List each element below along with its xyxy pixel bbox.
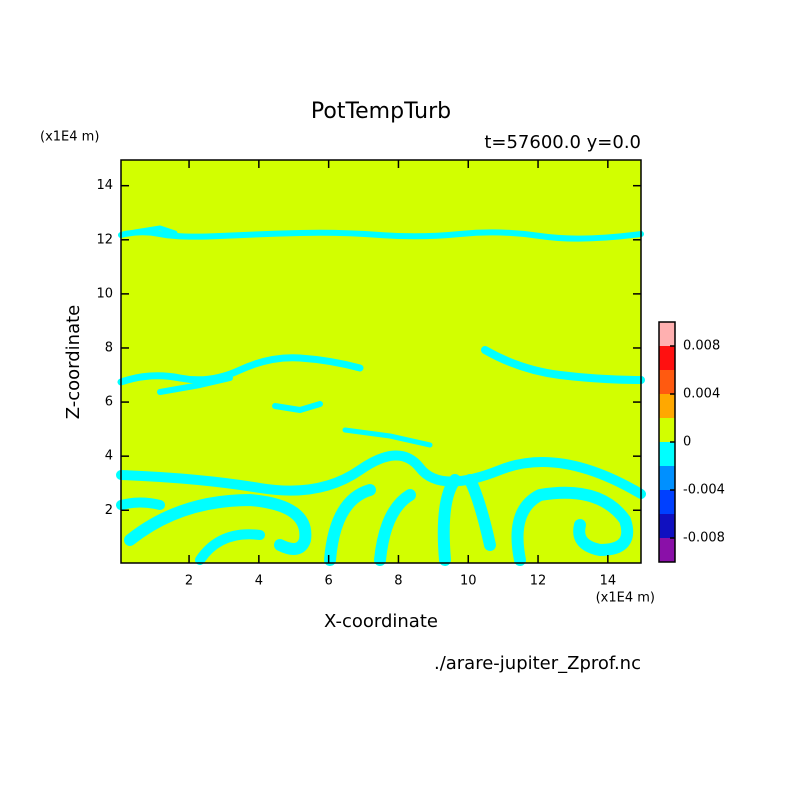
colorbar-box <box>659 322 675 346</box>
cyan-blob <box>117 354 364 386</box>
cyan-swirl <box>116 497 165 510</box>
y-tick-label: 8 <box>105 340 113 355</box>
colorbar-box <box>659 346 675 370</box>
y-tick-label: 12 <box>96 232 113 247</box>
x-axis-label: X-coordinate <box>324 611 438 632</box>
plot-frame <box>120 159 642 564</box>
source-file: ./arare-jupiter_Zprof.nc <box>434 653 641 674</box>
colorbar-tick-label: 0 <box>683 435 691 450</box>
cyan-blob <box>157 375 233 395</box>
colorbar-box <box>659 514 675 538</box>
colorbar-box <box>659 538 675 562</box>
colorbar-box <box>659 466 675 490</box>
x-unit: (x1E4 m) <box>596 591 655 606</box>
cyan-swirl <box>324 474 496 566</box>
colorbar-tick-label: -0.004 <box>683 483 725 498</box>
y-tick-label: 14 <box>96 178 113 193</box>
x-tick-label: 8 <box>394 574 402 589</box>
contour-field <box>116 160 646 566</box>
chart-title: PotTempTurb <box>311 99 451 124</box>
colorbar-box <box>659 370 675 394</box>
x-tick-label: 6 <box>325 574 333 589</box>
y-tick-label: 2 <box>105 503 113 518</box>
colorbar-tick-label: 0.008 <box>683 339 720 354</box>
y-axis-label: Z-coordinate <box>63 305 84 420</box>
colorbar-tick-label: 0.004 <box>683 387 720 402</box>
cyan-blob <box>481 346 645 384</box>
chart-subtitle: t=57600.0 y=0.0 <box>484 132 641 153</box>
x-tick-label: 12 <box>530 574 547 589</box>
colorbar-box <box>659 418 675 442</box>
x-tick-label: 14 <box>600 574 617 589</box>
x-tick-label: 10 <box>460 574 477 589</box>
cyan-blob <box>342 427 433 448</box>
x-tick-label: 2 <box>185 574 193 589</box>
negative-regions <box>116 225 646 566</box>
y-tick-label: 4 <box>105 449 113 464</box>
y-tick-label: 10 <box>96 286 113 301</box>
cyan-swirl <box>511 486 634 566</box>
y-unit: (x1E4 m) <box>40 130 99 145</box>
cyan-swirl <box>124 494 312 555</box>
cyan-blob <box>272 401 323 413</box>
colorbar-box <box>659 490 675 514</box>
y-tick-label: 6 <box>105 395 113 410</box>
colorbar-box <box>659 394 675 418</box>
cyan-swirl <box>195 529 265 565</box>
cyan-swirl <box>116 450 646 499</box>
x-tick-label: 4 <box>255 574 263 589</box>
colorbar-tick-label: -0.008 <box>683 531 725 546</box>
cyan-band <box>118 229 644 242</box>
colorbar-box <box>659 442 675 466</box>
cyan-band <box>132 225 178 236</box>
